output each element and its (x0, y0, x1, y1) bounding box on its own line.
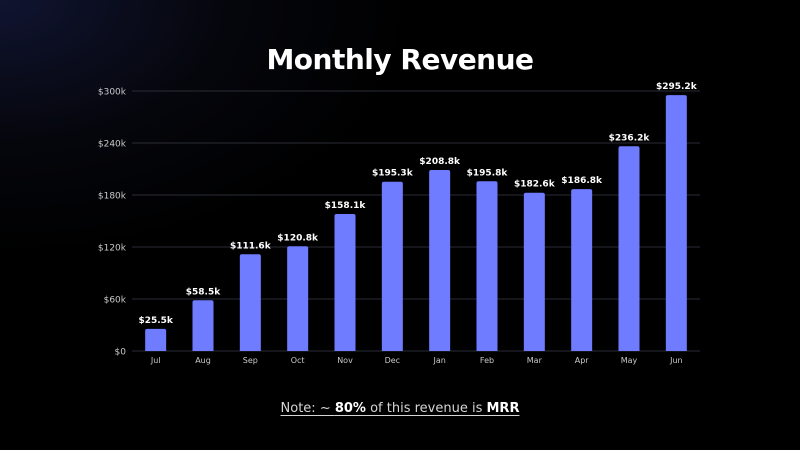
x-axis-tick-labels: Jul Aug Sep Oct Nov Dec Jan Feb Mar Apr May Jun (150, 356, 683, 365)
bar-mar (523, 192, 545, 351)
bar-may (618, 146, 640, 351)
y-tick-label: $180k (98, 192, 127, 202)
x-tick-label: Nov (337, 356, 353, 365)
bar-value-label: $111.6k (230, 241, 272, 251)
x-tick-label: Jul (150, 356, 161, 365)
bar-value-label: $182.6k (514, 180, 556, 190)
x-tick-label: Aug (195, 356, 211, 365)
bar-value-label: $25.5k (138, 316, 173, 326)
y-axis-tick-labels: $0 $60k $120k $180k $240k $300k (98, 88, 127, 358)
note-middle: of this revenue is (365, 401, 487, 416)
y-tick-label: $60k (104, 296, 127, 306)
bar-jul (145, 328, 167, 351)
x-tick-label: May (621, 356, 638, 365)
bar-apr (571, 189, 593, 351)
note-emphasis: MRR (486, 401, 520, 416)
bar-value-label: $208.8k (419, 157, 461, 167)
bars (145, 95, 687, 351)
y-tick-label: $120k (98, 244, 127, 254)
bar-oct (287, 246, 309, 351)
bar-value-label: $236.2k (609, 133, 651, 143)
grid-lines (132, 90, 700, 352)
bar-value-label: $120.8k (277, 233, 319, 243)
note-percent: 80% (334, 401, 366, 416)
bar-value-label: $186.8k (561, 176, 603, 186)
bar-dec (381, 181, 403, 351)
bar-value-label: $195.3k (372, 169, 414, 179)
x-tick-label: Dec (385, 356, 400, 365)
bar-nov (334, 213, 356, 351)
y-tick-label: $300k (98, 88, 127, 98)
x-tick-label: Sep (243, 356, 258, 365)
bar-value-label: $58.5k (186, 287, 221, 297)
bar-jan (429, 170, 451, 351)
footnote: Note: ~ 80% of this revenue is MRR (0, 399, 800, 419)
note-prefix: Note: ~ (280, 401, 335, 416)
y-tick-label: $0 (115, 348, 127, 358)
x-tick-label: Feb (480, 356, 494, 365)
bar-sep (239, 254, 261, 351)
bar-jun (665, 95, 687, 351)
bar-value-label: $158.1k (325, 201, 367, 211)
x-tick-label: Mar (527, 356, 543, 365)
x-tick-label: Apr (575, 356, 590, 365)
bar-feb (476, 181, 498, 351)
bar-value-label: $295.2k (656, 82, 698, 92)
y-tick-label: $240k (98, 140, 127, 150)
bar-aug (192, 300, 214, 351)
x-tick-label: Jan (432, 356, 445, 365)
bar-value-labels: $25.5k $58.5k $111.6k $120.8k $158.1k $195.3k… (138, 82, 697, 326)
x-tick-label: Jun (669, 356, 683, 365)
x-tick-label: Oct (291, 356, 305, 365)
chart-title: Monthly Revenue (266, 43, 534, 76)
bar-value-label: $195.8k (467, 168, 509, 178)
